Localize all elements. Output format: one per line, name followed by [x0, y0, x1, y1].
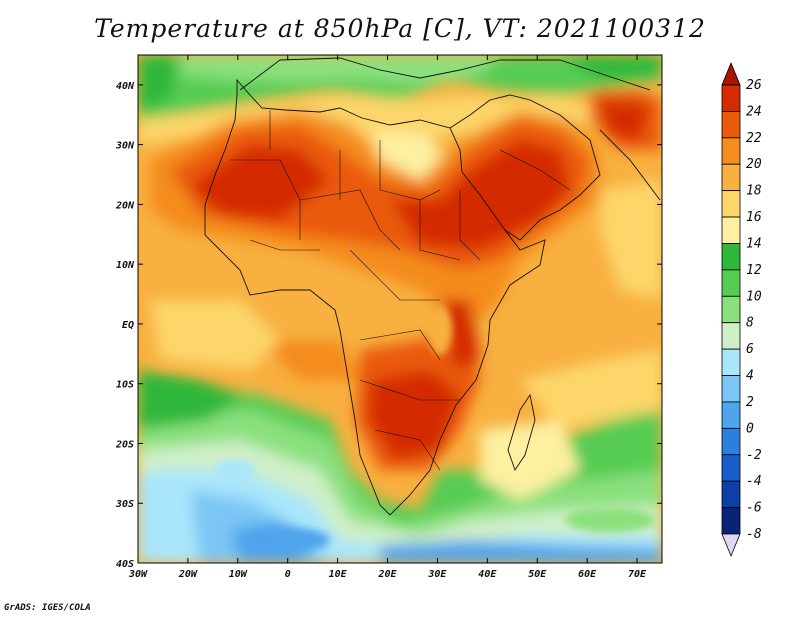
colorbar-label: -4 [746, 474, 762, 489]
colorbar-bin [721, 507, 741, 535]
colorbar-bin [721, 322, 741, 350]
chart-title: Temperature at 850hPa [C], VT: 202110031… [94, 14, 706, 43]
colorbar-label: 22 [746, 131, 762, 146]
colorbar-bin [721, 375, 741, 403]
lat-tick-label: 20N [115, 200, 135, 211]
coastlines [204, 57, 661, 516]
lat-tick-label: 30S [115, 499, 134, 510]
colorbar-label: 6 [746, 342, 754, 357]
colorbar-label: 4 [746, 369, 754, 384]
lat-tick-label: 20S [115, 439, 134, 450]
temperature-field [138, 55, 662, 563]
lat-tick-label: 30N [115, 141, 135, 152]
map-frame [137, 54, 663, 564]
lon-tick-label: 40E [478, 569, 497, 580]
colorbar-bin [721, 295, 741, 324]
colorbar-label: 10 [746, 289, 762, 304]
colorbar-bin [721, 216, 741, 244]
longitude-axis: 30W 20W 10W 0 10E 20E 30E 40E 50E 60E 70E [128, 55, 647, 580]
colorbar-label: 12 [746, 263, 762, 278]
colorbar-bin [721, 480, 741, 508]
colorbar-bin [721, 111, 741, 139]
colorbar-label: 26 [746, 78, 762, 93]
lon-tick-label: 70E [628, 569, 647, 580]
grads-credit: GrADS: IGES/COLA [4, 603, 91, 613]
colorbar-label: -6 [746, 501, 762, 516]
lat-tick-label: 40S [116, 559, 134, 570]
colorbar-label: 2 [746, 395, 754, 410]
colorbar-label: 24 [746, 104, 762, 119]
colorbar-bin [721, 137, 741, 165]
colorbar-label: -2 [746, 448, 762, 463]
lat-tick-label: 10N [116, 260, 135, 271]
colorbar-bin [721, 84, 741, 112]
colorbar-bin [721, 269, 741, 297]
colorbar-label: 20 [746, 157, 762, 172]
lon-tick-label: 30E [427, 569, 447, 580]
colorbar-bin [721, 454, 741, 482]
colorbar-bin [721, 401, 741, 429]
colorbar-bin [721, 163, 741, 192]
colorbar-bin [721, 243, 741, 271]
lon-tick-label: 10E [329, 569, 348, 580]
lon-tick-label: 50E [528, 569, 547, 580]
country-borders [230, 110, 571, 471]
lon-tick-label: 0 [285, 569, 291, 580]
lat-tick-label: 40N [116, 81, 135, 92]
colorbar-bin [721, 533, 741, 558]
colorbar-bin [721, 348, 741, 376]
colorbar-label: 0 [746, 421, 754, 436]
lon-tick-label: 20E [377, 569, 397, 580]
colorbar-bin [721, 190, 741, 218]
lon-tick-label: 30W [128, 569, 148, 580]
lat-tick-label: EQ [122, 320, 134, 331]
lon-tick-label: 10W [229, 569, 248, 580]
lon-tick-label: 60E [578, 569, 597, 580]
lat-tick-label: 10S [116, 380, 134, 391]
colorbar-bin [721, 61, 741, 86]
colorbar-label: -8 [746, 527, 762, 542]
colorbar-label: 8 [746, 316, 754, 331]
colorbar-bin [721, 427, 741, 456]
colorbar-label: 18 [746, 184, 762, 199]
lon-tick-label: 20W [178, 569, 198, 580]
colorbar-label: 16 [746, 210, 762, 225]
latitude-axis: 40N 30N 20N 10N EQ 10S 20S 30S 40S [115, 81, 662, 570]
colorbar-label: 14 [746, 236, 762, 251]
